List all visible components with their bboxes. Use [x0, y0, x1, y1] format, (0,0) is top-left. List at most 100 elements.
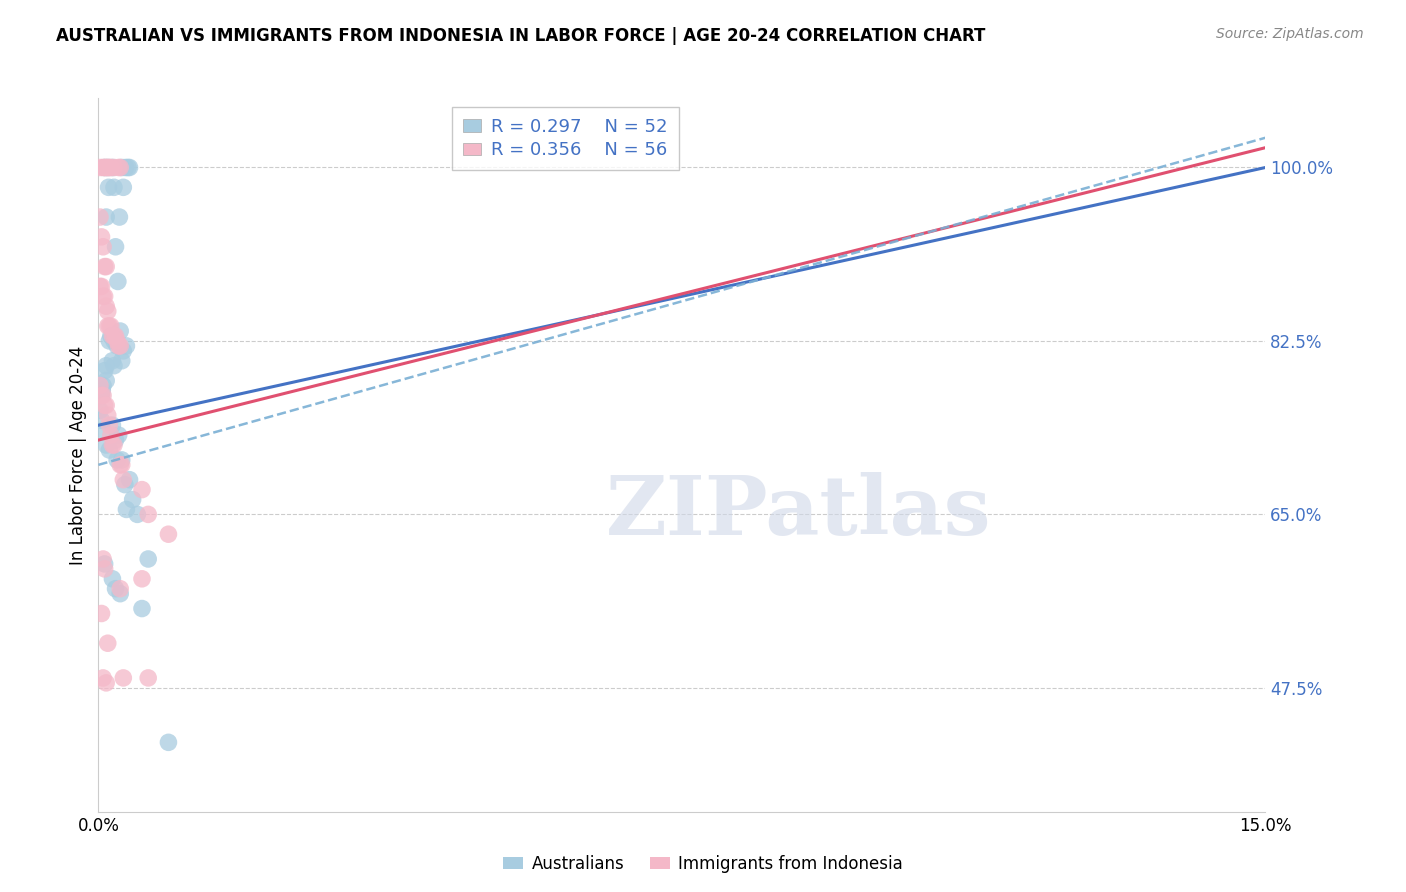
- Point: [97, 409, 120, 423]
- Point: [93, 289, 115, 303]
- Point: [91, 552, 114, 566]
- Point: [100, 319, 122, 334]
- Point: [97, 304, 120, 318]
- Point: [91, 289, 114, 303]
- Point: [103, 438, 125, 452]
- Point: [111, 458, 134, 472]
- Point: [97, 636, 120, 650]
- Point: [107, 161, 129, 175]
- Point: [136, 671, 159, 685]
- Point: [98, 319, 121, 334]
- Point: [114, 161, 136, 175]
- Point: [90, 388, 112, 402]
- Y-axis label: In Labor Force | Age 20-24: In Labor Force | Age 20-24: [69, 345, 87, 565]
- Point: [96, 161, 118, 175]
- Point: [89, 279, 111, 293]
- Point: [91, 378, 114, 392]
- Point: [96, 359, 118, 373]
- Point: [93, 562, 115, 576]
- Point: [96, 676, 118, 690]
- Point: [100, 329, 122, 343]
- Point: [131, 572, 153, 586]
- Point: [100, 428, 122, 442]
- Point: [101, 418, 124, 433]
- Point: [112, 671, 135, 685]
- Point: [97, 319, 120, 334]
- Point: [107, 339, 129, 353]
- Point: [117, 161, 139, 175]
- Point: [93, 557, 115, 571]
- Point: [101, 438, 124, 452]
- Point: [93, 161, 115, 175]
- Point: [118, 161, 141, 175]
- Point: [96, 210, 118, 224]
- Point: [118, 473, 141, 487]
- Point: [96, 260, 118, 274]
- Point: [89, 403, 111, 417]
- Point: [98, 161, 121, 175]
- Point: [104, 240, 127, 254]
- Point: [100, 161, 122, 175]
- Text: AUSTRALIAN VS IMMIGRANTS FROM INDONESIA IN LABOR FORCE | AGE 20-24 CORRELATION C: AUSTRALIAN VS IMMIGRANTS FROM INDONESIA …: [56, 27, 986, 45]
- Point: [96, 438, 118, 452]
- Point: [93, 260, 115, 274]
- Point: [101, 329, 124, 343]
- Point: [103, 334, 125, 348]
- Point: [93, 161, 115, 175]
- Point: [157, 527, 180, 541]
- Point: [104, 582, 127, 596]
- Legend: R = 0.297    N = 52, R = 0.356    N = 56: R = 0.297 N = 52, R = 0.356 N = 56: [451, 107, 679, 170]
- Point: [108, 587, 131, 601]
- Point: [108, 161, 131, 175]
- Point: [131, 601, 153, 615]
- Text: ZIPatlas: ZIPatlas: [606, 472, 991, 552]
- Point: [108, 210, 131, 224]
- Point: [136, 552, 159, 566]
- Point: [98, 442, 121, 457]
- Point: [114, 477, 136, 491]
- Point: [91, 384, 114, 398]
- Point: [108, 339, 131, 353]
- Point: [90, 279, 112, 293]
- Point: [105, 334, 128, 348]
- Point: [91, 240, 114, 254]
- Point: [111, 161, 134, 175]
- Point: [136, 508, 159, 522]
- Point: [103, 329, 125, 343]
- Point: [131, 483, 153, 497]
- Point: [105, 339, 128, 353]
- Point: [89, 378, 111, 392]
- Point: [101, 572, 124, 586]
- Point: [90, 230, 112, 244]
- Point: [97, 180, 120, 194]
- Point: [90, 607, 112, 621]
- Point: [98, 418, 121, 433]
- Point: [107, 428, 129, 442]
- Point: [96, 299, 118, 313]
- Point: [101, 353, 124, 368]
- Point: [108, 458, 131, 472]
- Point: [91, 161, 114, 175]
- Point: [89, 210, 111, 224]
- Point: [112, 343, 135, 358]
- Point: [103, 359, 125, 373]
- Legend: Australians, Immigrants from Indonesia: Australians, Immigrants from Indonesia: [496, 848, 910, 880]
- Point: [91, 671, 114, 685]
- Point: [97, 161, 120, 175]
- Point: [103, 180, 125, 194]
- Point: [115, 502, 138, 516]
- Point: [127, 508, 149, 522]
- Point: [90, 413, 112, 427]
- Point: [111, 453, 134, 467]
- Point: [115, 339, 138, 353]
- Point: [104, 433, 127, 447]
- Point: [98, 334, 121, 348]
- Point: [104, 329, 127, 343]
- Point: [96, 374, 118, 388]
- Point: [101, 161, 124, 175]
- Point: [97, 161, 120, 175]
- Point: [108, 582, 131, 596]
- Point: [112, 473, 135, 487]
- Point: [89, 161, 111, 175]
- Point: [105, 453, 128, 467]
